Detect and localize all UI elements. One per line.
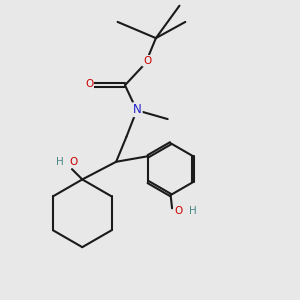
Text: N: N — [133, 103, 142, 116]
Text: H: H — [189, 206, 196, 216]
Text: O: O — [69, 157, 78, 167]
Text: O: O — [175, 206, 183, 216]
Text: O: O — [143, 56, 151, 66]
Text: O: O — [85, 79, 93, 89]
Text: H: H — [56, 157, 64, 167]
